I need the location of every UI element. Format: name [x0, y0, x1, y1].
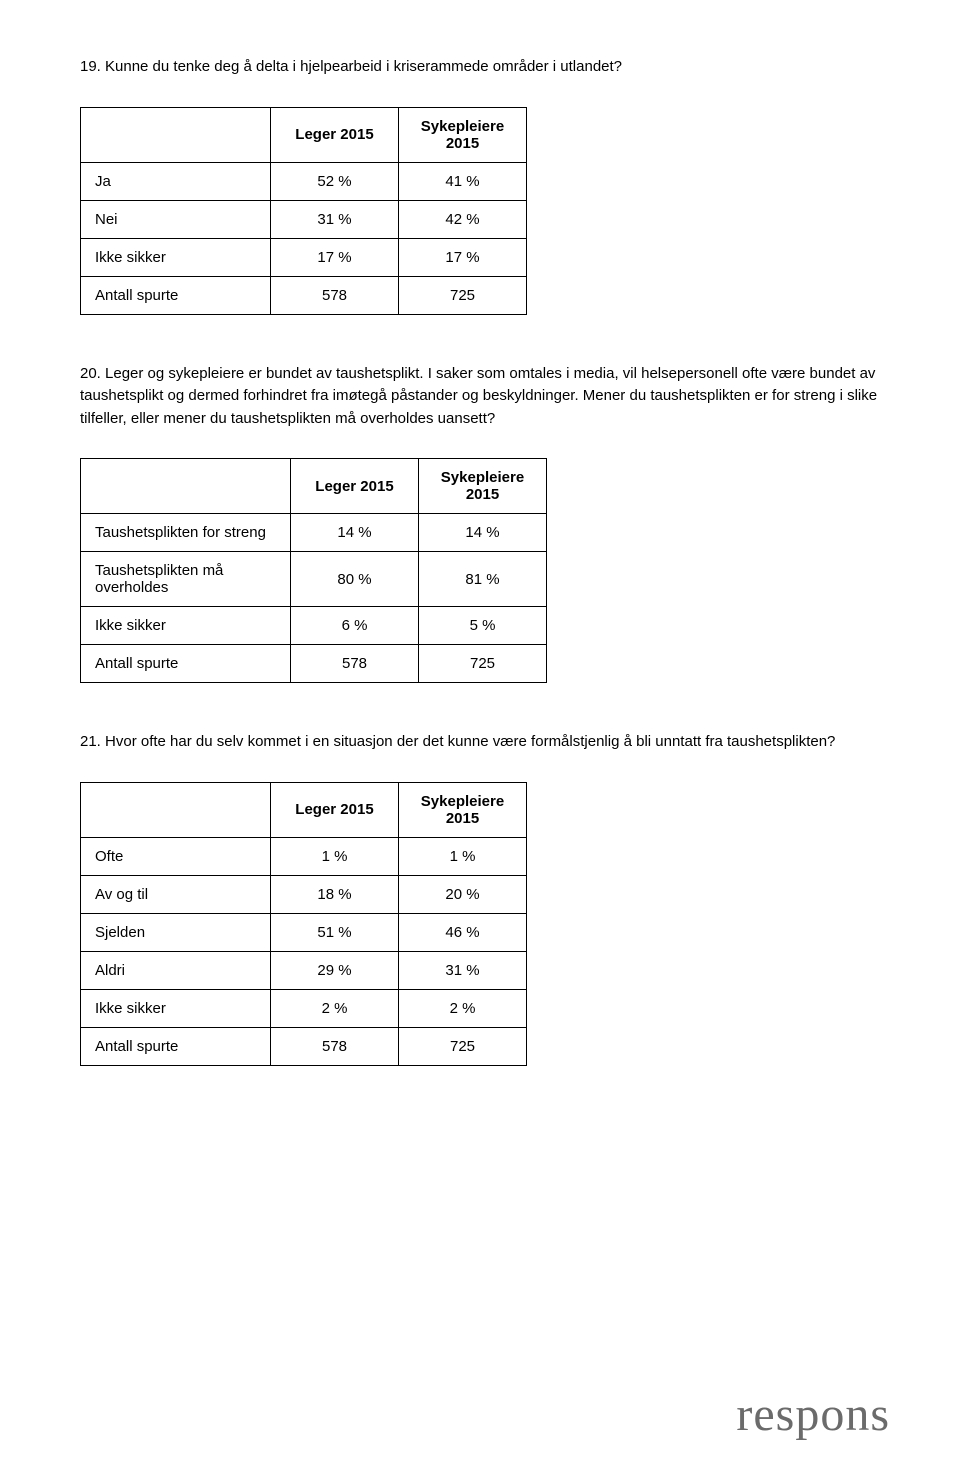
q20-r1-v1: 80 %	[291, 552, 419, 607]
q19-r2-v2: 17 %	[399, 238, 527, 276]
table-row: Ofte 1 % 1 %	[81, 837, 527, 875]
table-row: Antall spurte 578 725	[81, 645, 547, 683]
q20-r1-label: Taushetsplikten må overholdes	[81, 552, 291, 607]
q20-r3-label: Antall spurte	[81, 645, 291, 683]
respons-logo: respons	[736, 1387, 890, 1442]
q21-r2-v1: 51 %	[271, 913, 399, 951]
table-row: Aldri 29 % 31 %	[81, 951, 527, 989]
table-row: Nei 31 % 42 %	[81, 200, 527, 238]
q21-r5-label: Antall spurte	[81, 1027, 271, 1065]
q19-text: 19. Kunne du tenke deg å delta i hjelpea…	[80, 56, 880, 79]
q20-h1: Leger 2015	[291, 459, 419, 514]
q21-h-blank	[81, 782, 271, 837]
q21-h2: Sykepleiere 2015	[399, 782, 527, 837]
q21-h1: Leger 2015	[271, 782, 399, 837]
q20-r2-v2: 5 %	[419, 607, 547, 645]
table-row: Ikke sikker 6 % 5 %	[81, 607, 547, 645]
q20-h-blank	[81, 459, 291, 514]
q21-r1-v2: 20 %	[399, 875, 527, 913]
q21-r5-v2: 725	[399, 1027, 527, 1065]
q20-r2-label: Ikke sikker	[81, 607, 291, 645]
q20-r2-v1: 6 %	[291, 607, 419, 645]
q19-r3-label: Antall spurte	[81, 276, 271, 314]
table-row: Ikke sikker 2 % 2 %	[81, 989, 527, 1027]
q21-r4-v2: 2 %	[399, 989, 527, 1027]
q19-r2-v1: 17 %	[271, 238, 399, 276]
q19-h-blank	[81, 107, 271, 162]
q21-text: 21. Hvor ofte har du selv kommet i en si…	[80, 731, 880, 754]
q20-text: 20. Leger og sykepleiere er bundet av ta…	[80, 363, 880, 431]
q19-r0-v1: 52 %	[271, 162, 399, 200]
q21-r4-v1: 2 %	[271, 989, 399, 1027]
q19-r0-v2: 41 %	[399, 162, 527, 200]
q21-r3-v2: 31 %	[399, 951, 527, 989]
q20-h2: Sykepleiere 2015	[419, 459, 547, 514]
q21-r0-v2: 1 %	[399, 837, 527, 875]
table-row: Antall spurte 578 725	[81, 1027, 527, 1065]
q19-r1-label: Nei	[81, 200, 271, 238]
q19-h1: Leger 2015	[271, 107, 399, 162]
q21-r5-v1: 578	[271, 1027, 399, 1065]
q21-r3-v1: 29 %	[271, 951, 399, 989]
logo-text: respons	[736, 1388, 890, 1441]
q19-h2: Sykepleiere 2015	[399, 107, 527, 162]
table-row: Antall spurte 578 725	[81, 276, 527, 314]
q21-r1-label: Av og til	[81, 875, 271, 913]
q20-table: Leger 2015 Sykepleiere 2015 Taushetsplik…	[80, 458, 547, 683]
q21-table: Leger 2015 Sykepleiere 2015 Ofte 1 % 1 %…	[80, 782, 527, 1066]
q19-r1-v1: 31 %	[271, 200, 399, 238]
q21-r2-label: Sjelden	[81, 913, 271, 951]
q19-r3-v2: 725	[399, 276, 527, 314]
q19-r1-v2: 42 %	[399, 200, 527, 238]
table-row: Ja 52 % 41 %	[81, 162, 527, 200]
q20-r0-label: Taushetsplikten for streng	[81, 514, 291, 552]
q19-r3-v1: 578	[271, 276, 399, 314]
q21-r0-v1: 1 %	[271, 837, 399, 875]
q21-r0-label: Ofte	[81, 837, 271, 875]
q20-r1-v2: 81 %	[419, 552, 547, 607]
q19-r2-label: Ikke sikker	[81, 238, 271, 276]
q19-table: Leger 2015 Sykepleiere 2015 Ja 52 % 41 %…	[80, 107, 527, 315]
q21-r1-v1: 18 %	[271, 875, 399, 913]
q20-r0-v1: 14 %	[291, 514, 419, 552]
table-row: Sjelden 51 % 46 %	[81, 913, 527, 951]
document-page: 19. Kunne du tenke deg å delta i hjelpea…	[0, 0, 960, 1154]
q21-r3-label: Aldri	[81, 951, 271, 989]
q21-r4-label: Ikke sikker	[81, 989, 271, 1027]
q21-r2-v2: 46 %	[399, 913, 527, 951]
q20-r3-v1: 578	[291, 645, 419, 683]
table-row: Taushetsplikten må overholdes 80 % 81 %	[81, 552, 547, 607]
table-row: Av og til 18 % 20 %	[81, 875, 527, 913]
q19-r0-label: Ja	[81, 162, 271, 200]
q20-r0-v2: 14 %	[419, 514, 547, 552]
table-row: Ikke sikker 17 % 17 %	[81, 238, 527, 276]
table-row: Taushetsplikten for streng 14 % 14 %	[81, 514, 547, 552]
q20-r3-v2: 725	[419, 645, 547, 683]
